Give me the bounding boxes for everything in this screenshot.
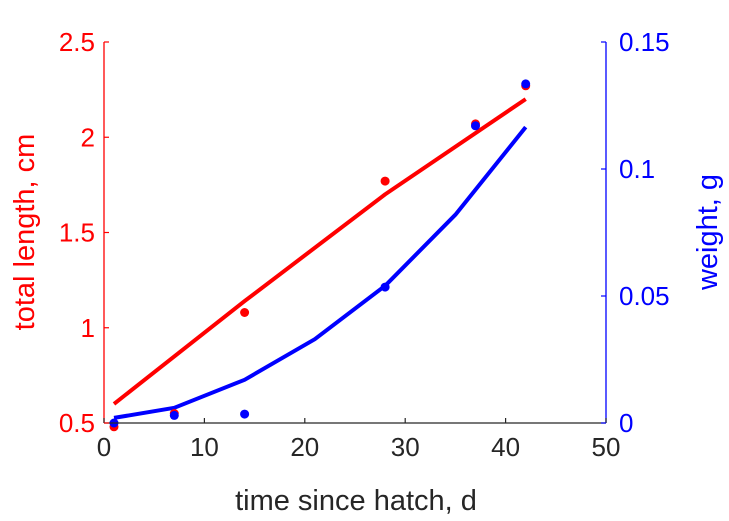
x-tick-label: 50 [592,432,621,462]
x-tick-label: 10 [190,432,219,462]
y-right-tick-label: 0.15 [619,27,670,57]
length-data-point [380,176,390,186]
weight-data-point [380,282,390,292]
y-right-tick-label: 0.05 [619,281,670,311]
y-right-tick-label: 0 [619,408,633,438]
y-left-axis-label: total length, cm [9,134,41,331]
axes: 0 10 20 30 40 50 0.5 1 1.5 2 2.5 0 0.05 0.1 0.15 [59,27,670,462]
length-fit-line [112,97,527,406]
x-tick-label: 30 [391,432,420,462]
y-right-tick-label: 0.1 [619,154,655,184]
weight-data-point [521,79,531,89]
y-left-tick-label: 0.5 [59,408,95,438]
y-left-tick-label: 2 [81,122,95,152]
x-tick-label: 20 [290,432,319,462]
length-data-point [240,308,250,317]
x-tick-label: 40 [491,432,520,462]
weight-fit-line [113,125,528,420]
weight-data-point [169,410,179,420]
x-axis-label: time since hatch, d [235,485,477,517]
plot-area [109,79,531,432]
weight-data-point [471,121,480,131]
x-tick-label: 0 [97,432,111,462]
y-left-tick-label: 2.5 [59,27,95,57]
weight-data-point [240,409,250,419]
y-left-tick-label: 1 [81,313,95,343]
y-right-axis-label: weight, g [692,174,724,291]
y-left-tick-label: 1.5 [59,218,95,248]
